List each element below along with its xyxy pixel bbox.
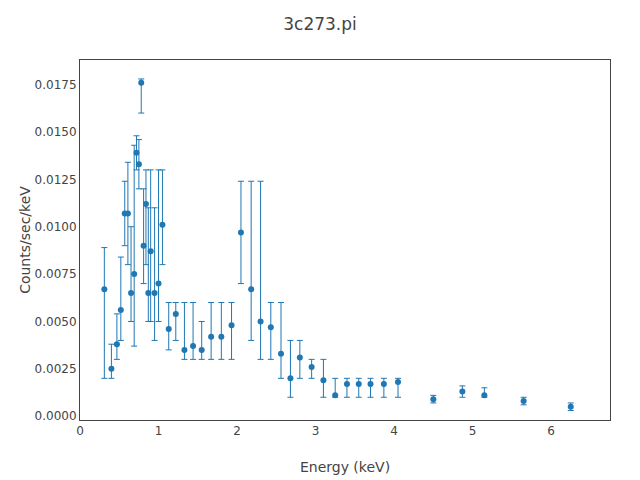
- svg-text:0.0175: 0.0175: [35, 78, 77, 92]
- svg-text:4: 4: [390, 424, 398, 438]
- svg-text:5: 5: [469, 424, 477, 438]
- svg-text:1: 1: [155, 424, 163, 438]
- svg-text:Energy (keV): Energy (keV): [300, 459, 390, 475]
- svg-text:0.0150: 0.0150: [35, 125, 77, 139]
- svg-text:2: 2: [233, 424, 241, 438]
- svg-text:0.0075: 0.0075: [35, 267, 77, 281]
- svg-text:0.0050: 0.0050: [35, 315, 77, 329]
- svg-text:6: 6: [547, 424, 555, 438]
- svg-text:0.0100: 0.0100: [35, 220, 77, 234]
- svg-text:0: 0: [76, 424, 84, 438]
- svg-text:0.0125: 0.0125: [35, 173, 77, 187]
- svg-text:3c273.pi: 3c273.pi: [283, 14, 357, 34]
- svg-text:3: 3: [312, 424, 320, 438]
- svg-text:0.0025: 0.0025: [35, 362, 77, 376]
- svg-text:Counts/sec/keV: Counts/sec/keV: [17, 186, 33, 294]
- svg-text:0.0000: 0.0000: [35, 409, 77, 423]
